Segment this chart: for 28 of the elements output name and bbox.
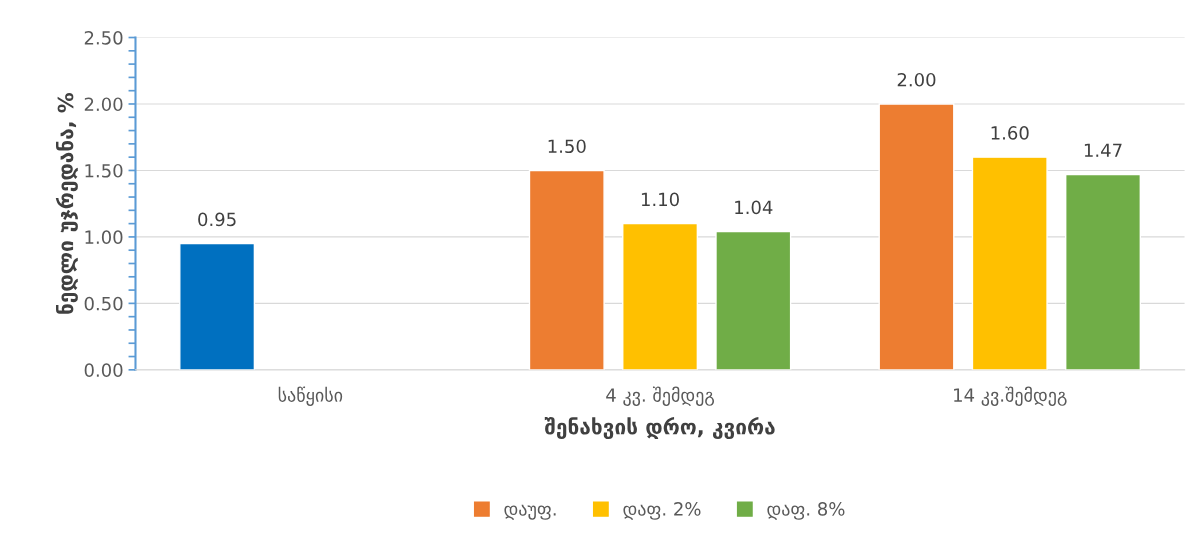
x-tick-label: საწყისი — [278, 386, 343, 406]
data-label: 2.00 — [897, 72, 936, 87]
data-label: 1.10 — [641, 192, 679, 207]
x-tick-label: 14 კვ.შემდეგ — [954, 386, 1067, 406]
bar — [528, 169, 605, 370]
data-label: 1.50 — [548, 139, 586, 154]
y-tick-label: 2.00 — [84, 97, 123, 112]
y-axis-title: ნედლი უჯრედანა, % — [55, 92, 78, 314]
legend-label: დაფ. 2% — [623, 502, 701, 520]
bar — [1065, 173, 1142, 370]
y-tick-label: 0.00 — [84, 363, 123, 377]
bar — [971, 156, 1048, 370]
y-tick-label: 2.50 — [84, 30, 123, 45]
x-axis-title: შენახვის დრო, კვირა — [544, 416, 775, 440]
bar — [878, 103, 955, 370]
data-label: 1.60 — [991, 126, 1029, 140]
data-label: 1.47 — [1084, 143, 1122, 157]
bar — [622, 222, 699, 370]
y-tick-label: 1.00 — [85, 230, 123, 245]
data-label: 0.95 — [198, 212, 236, 227]
data-label: 1.04 — [735, 200, 773, 215]
x-tick-label: 4 კვ. შემდეგ — [606, 386, 715, 406]
y-tick-label: 1.50 — [85, 163, 123, 178]
y-tick-label: 0.50 — [84, 296, 123, 311]
bar — [715, 230, 792, 370]
bar — [179, 242, 256, 370]
legend-label: დაუფ. — [504, 504, 556, 520]
legend-label: დაფ. 8% — [767, 502, 845, 520]
